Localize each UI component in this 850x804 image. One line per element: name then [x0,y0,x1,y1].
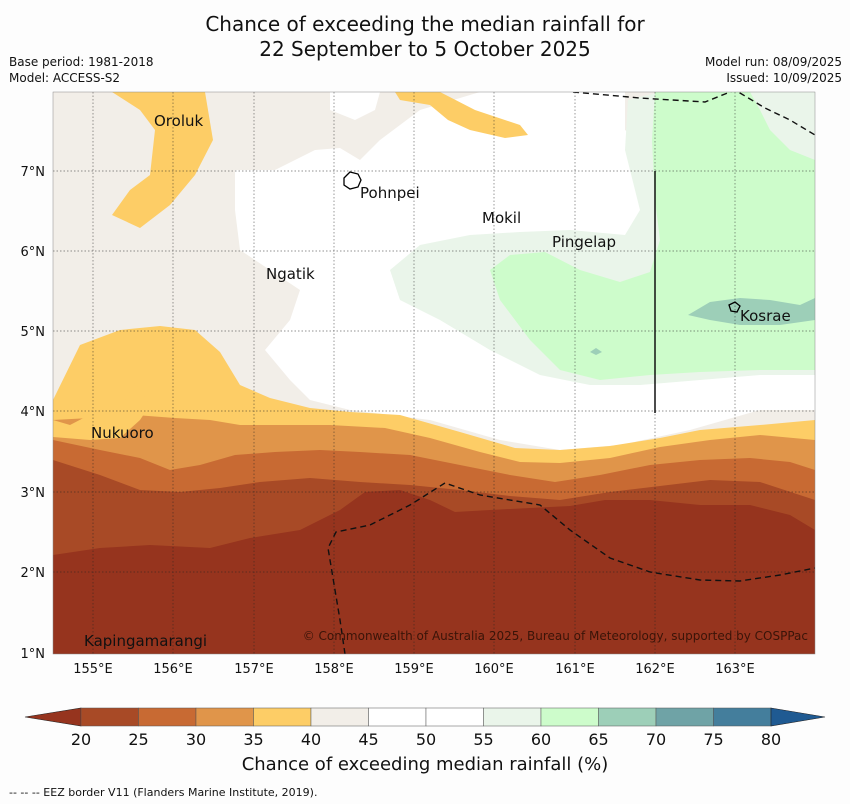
place-nukuoro: Nukuoro [91,424,154,442]
plot-frame [52,91,816,655]
y-tick-label: 1°N [21,647,46,662]
colorbar-tick-label: 40 [301,730,321,749]
map-fields [53,92,815,654]
colorbar-box [713,707,772,727]
field-65-70-small [590,348,602,355]
meta-right: Model run: 08/09/2025 Issued: 10/09/2025 [705,54,842,86]
colorbar-under-arrow [24,707,82,727]
x-axis-labels: 155°E 156°E 157°E 158°E 159°E 160°E 161°… [73,662,755,677]
colorbar-tick-label: 70 [646,730,666,749]
x-tick-label: 157°E [234,662,274,677]
colorbar-tick-label: 65 [588,730,608,749]
colorbar-box [655,707,714,727]
colorbar-tick-label: 35 [243,730,263,749]
place-pingelap: Pingelap [552,233,616,251]
colorbar-box [310,707,369,727]
field-45-55-north [330,92,380,120]
x-tick-label: 160°E [474,662,514,677]
y-tick-label: 6°N [21,245,46,260]
colorbar-box [483,707,542,727]
colorbar-label: Chance of exceeding median rainfall (%) [241,754,609,775]
colorbar-box [253,707,312,727]
field-65-70 [688,298,815,325]
model-name: Model: ACCESS-S2 [9,71,121,85]
eez-border [327,92,815,654]
colorbar-tick-label: 75 [703,730,723,749]
colorbar-box [80,707,139,727]
x-tick-label: 159°E [394,662,434,677]
y-tick-label: 2°N [21,566,46,581]
x-tick-label: 155°E [73,662,113,677]
colorbar-tick-label: 80 [761,730,781,749]
y-axis-labels: 7°N 6°N 5°N 4°N 3°N 2°N 1°N [21,165,46,662]
colorbar-box [425,707,484,727]
gridlines [53,92,815,654]
colorbar-tick-label: 45 [358,730,378,749]
place-mokil: Mokil [482,209,521,227]
model-run: Model run: 08/09/2025 [704,55,842,69]
x-tick-label: 162°E [635,662,675,677]
x-tick-label: 163°E [715,662,755,677]
footer-note: -- -- -- EEZ border V11 (Flanders Marine… [9,786,318,799]
y-tick-label: 5°N [21,325,46,340]
title-line-1: Chance of exceeding the median rainfall … [205,12,645,36]
colorbar-tick-label: 55 [473,730,493,749]
place-ngatik: Ngatik [266,265,315,283]
colorbar-box [138,707,197,727]
chart-title: Chance of exceeding the median rainfall … [0,12,850,62]
place-oroluk: Oroluk [154,112,203,130]
colorbar-over-arrow [770,707,826,727]
colorbar-box [195,707,254,727]
y-tick-label: 4°N [21,405,46,420]
copyright-text: © Commonwealth of Australia 2025, Bureau… [303,629,808,643]
colorbar-tick-label: 50 [416,730,436,749]
place-kapingamarangi: Kapingamarangi [84,632,207,650]
field-below-20 [53,490,815,654]
kosrae-island [728,301,741,313]
title-line-2: 22 September to 5 October 2025 [259,37,591,61]
field-35-40-nukuoro [53,383,150,440]
x-tick-label: 158°E [314,662,354,677]
meta-left: Base period: 1981-2018 Model: ACCESS-S2 [9,54,154,86]
field-35-40-north [395,92,528,138]
colorbar-tick-label: 30 [186,730,206,749]
field-35-40-oroluk [112,92,213,228]
issued-date: Issued: 10/09/2025 [726,71,842,85]
colorbar-tick-label: 25 [128,730,148,749]
colorbar-box [540,707,599,727]
x-tick-label: 161°E [555,662,595,677]
colorbar: 20 25 30 35 40 45 50 55 60 65 70 75 80 [24,707,826,749]
colorbar-box [368,707,427,727]
x-tick-label: 156°E [153,662,193,677]
colorbar-tick-label: 20 [71,730,91,749]
colorbar-tick-labels: 20 25 30 35 40 45 50 55 60 65 70 75 80 [71,730,781,749]
y-tick-label: 7°N [21,165,46,180]
base-period: Base period: 1981-2018 [9,55,154,69]
colorbar-box [598,707,657,727]
place-labels: Oroluk Pohnpei Mokil Pingelap Ngatik Kos… [84,112,791,650]
place-pohnpei: Pohnpei [360,184,420,202]
colorbar-tick-label: 60 [531,730,551,749]
place-kosrae: Kosrae [740,307,791,325]
colorbar-boxes [80,707,772,727]
pohnpei-island [343,171,362,190]
y-tick-label: 3°N [21,486,46,501]
